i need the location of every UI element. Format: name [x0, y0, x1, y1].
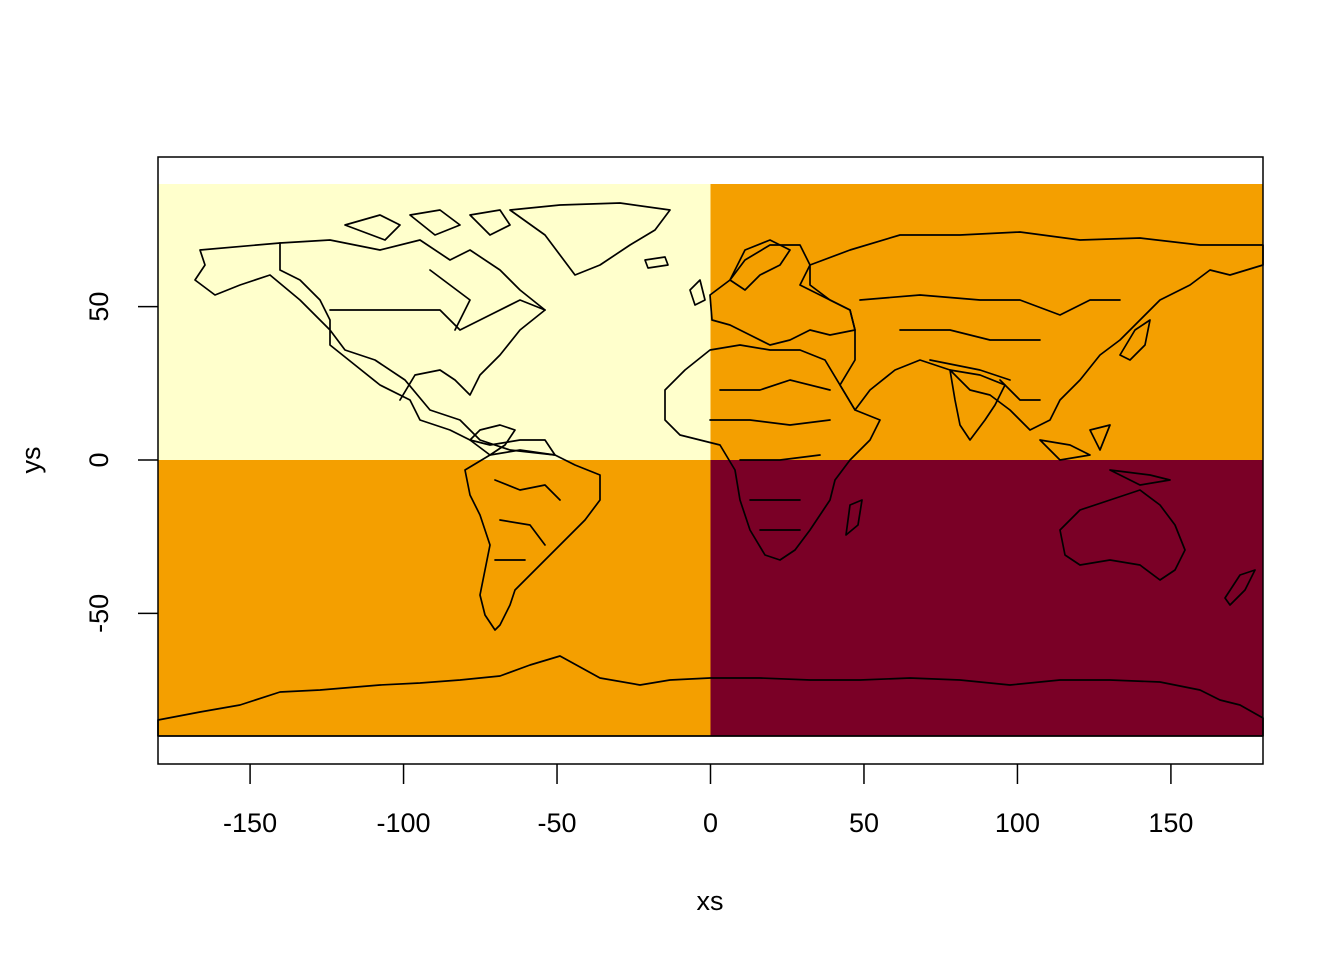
coastline-asia	[809, 231, 1264, 431]
coastline-british-isles	[689, 279, 706, 306]
borders-south-america	[494, 479, 561, 561]
raster-cell-3	[158, 460, 711, 736]
y-tick-label: -50	[84, 594, 114, 633]
y-axis-title: ys	[16, 447, 46, 474]
coastline-south-america	[464, 449, 601, 631]
raster-cells	[158, 184, 1263, 736]
x-tick-label: -150	[223, 808, 277, 838]
coastline-us-east	[329, 299, 546, 401]
y-tick-label: 0	[84, 452, 114, 467]
coastline-southeast-asia-islands	[1039, 424, 1171, 486]
coastline-japan	[1119, 319, 1151, 361]
x-tick-label: -100	[377, 808, 431, 838]
raster-cell-1	[158, 184, 711, 460]
x-axis-title: xs	[697, 886, 724, 916]
raster-cell-4	[710, 460, 1263, 736]
x-tick-label: 150	[1148, 808, 1193, 838]
coastline-north-america	[194, 242, 556, 456]
x-tick-label: 50	[849, 808, 879, 838]
x-tick-label: 100	[995, 808, 1040, 838]
coastline-canada	[279, 239, 546, 331]
coastline-india	[949, 369, 1006, 441]
coastline-arctic-islands	[344, 209, 511, 241]
coastline-iceland	[644, 256, 669, 269]
coastline-australia	[1059, 489, 1186, 581]
world-borders-overlay	[157, 202, 1264, 737]
coastline-greenland	[509, 202, 671, 276]
borders-asia	[859, 294, 1121, 401]
axes: -150 -100 -50 0 50 100 150 -50 0 50	[84, 156, 1264, 838]
x-tick-label: 0	[703, 808, 718, 838]
raster-cell-2	[710, 184, 1263, 460]
borders-africa	[709, 379, 831, 531]
x-tick-label: -50	[538, 808, 577, 838]
coastline-madagascar	[845, 499, 863, 536]
coastline-antarctica	[157, 655, 1264, 737]
y-tick-label: 50	[84, 292, 114, 322]
coastline-scandinavia	[729, 239, 791, 291]
coastline-new-zealand	[1224, 569, 1256, 606]
coastline-africa	[664, 344, 881, 561]
